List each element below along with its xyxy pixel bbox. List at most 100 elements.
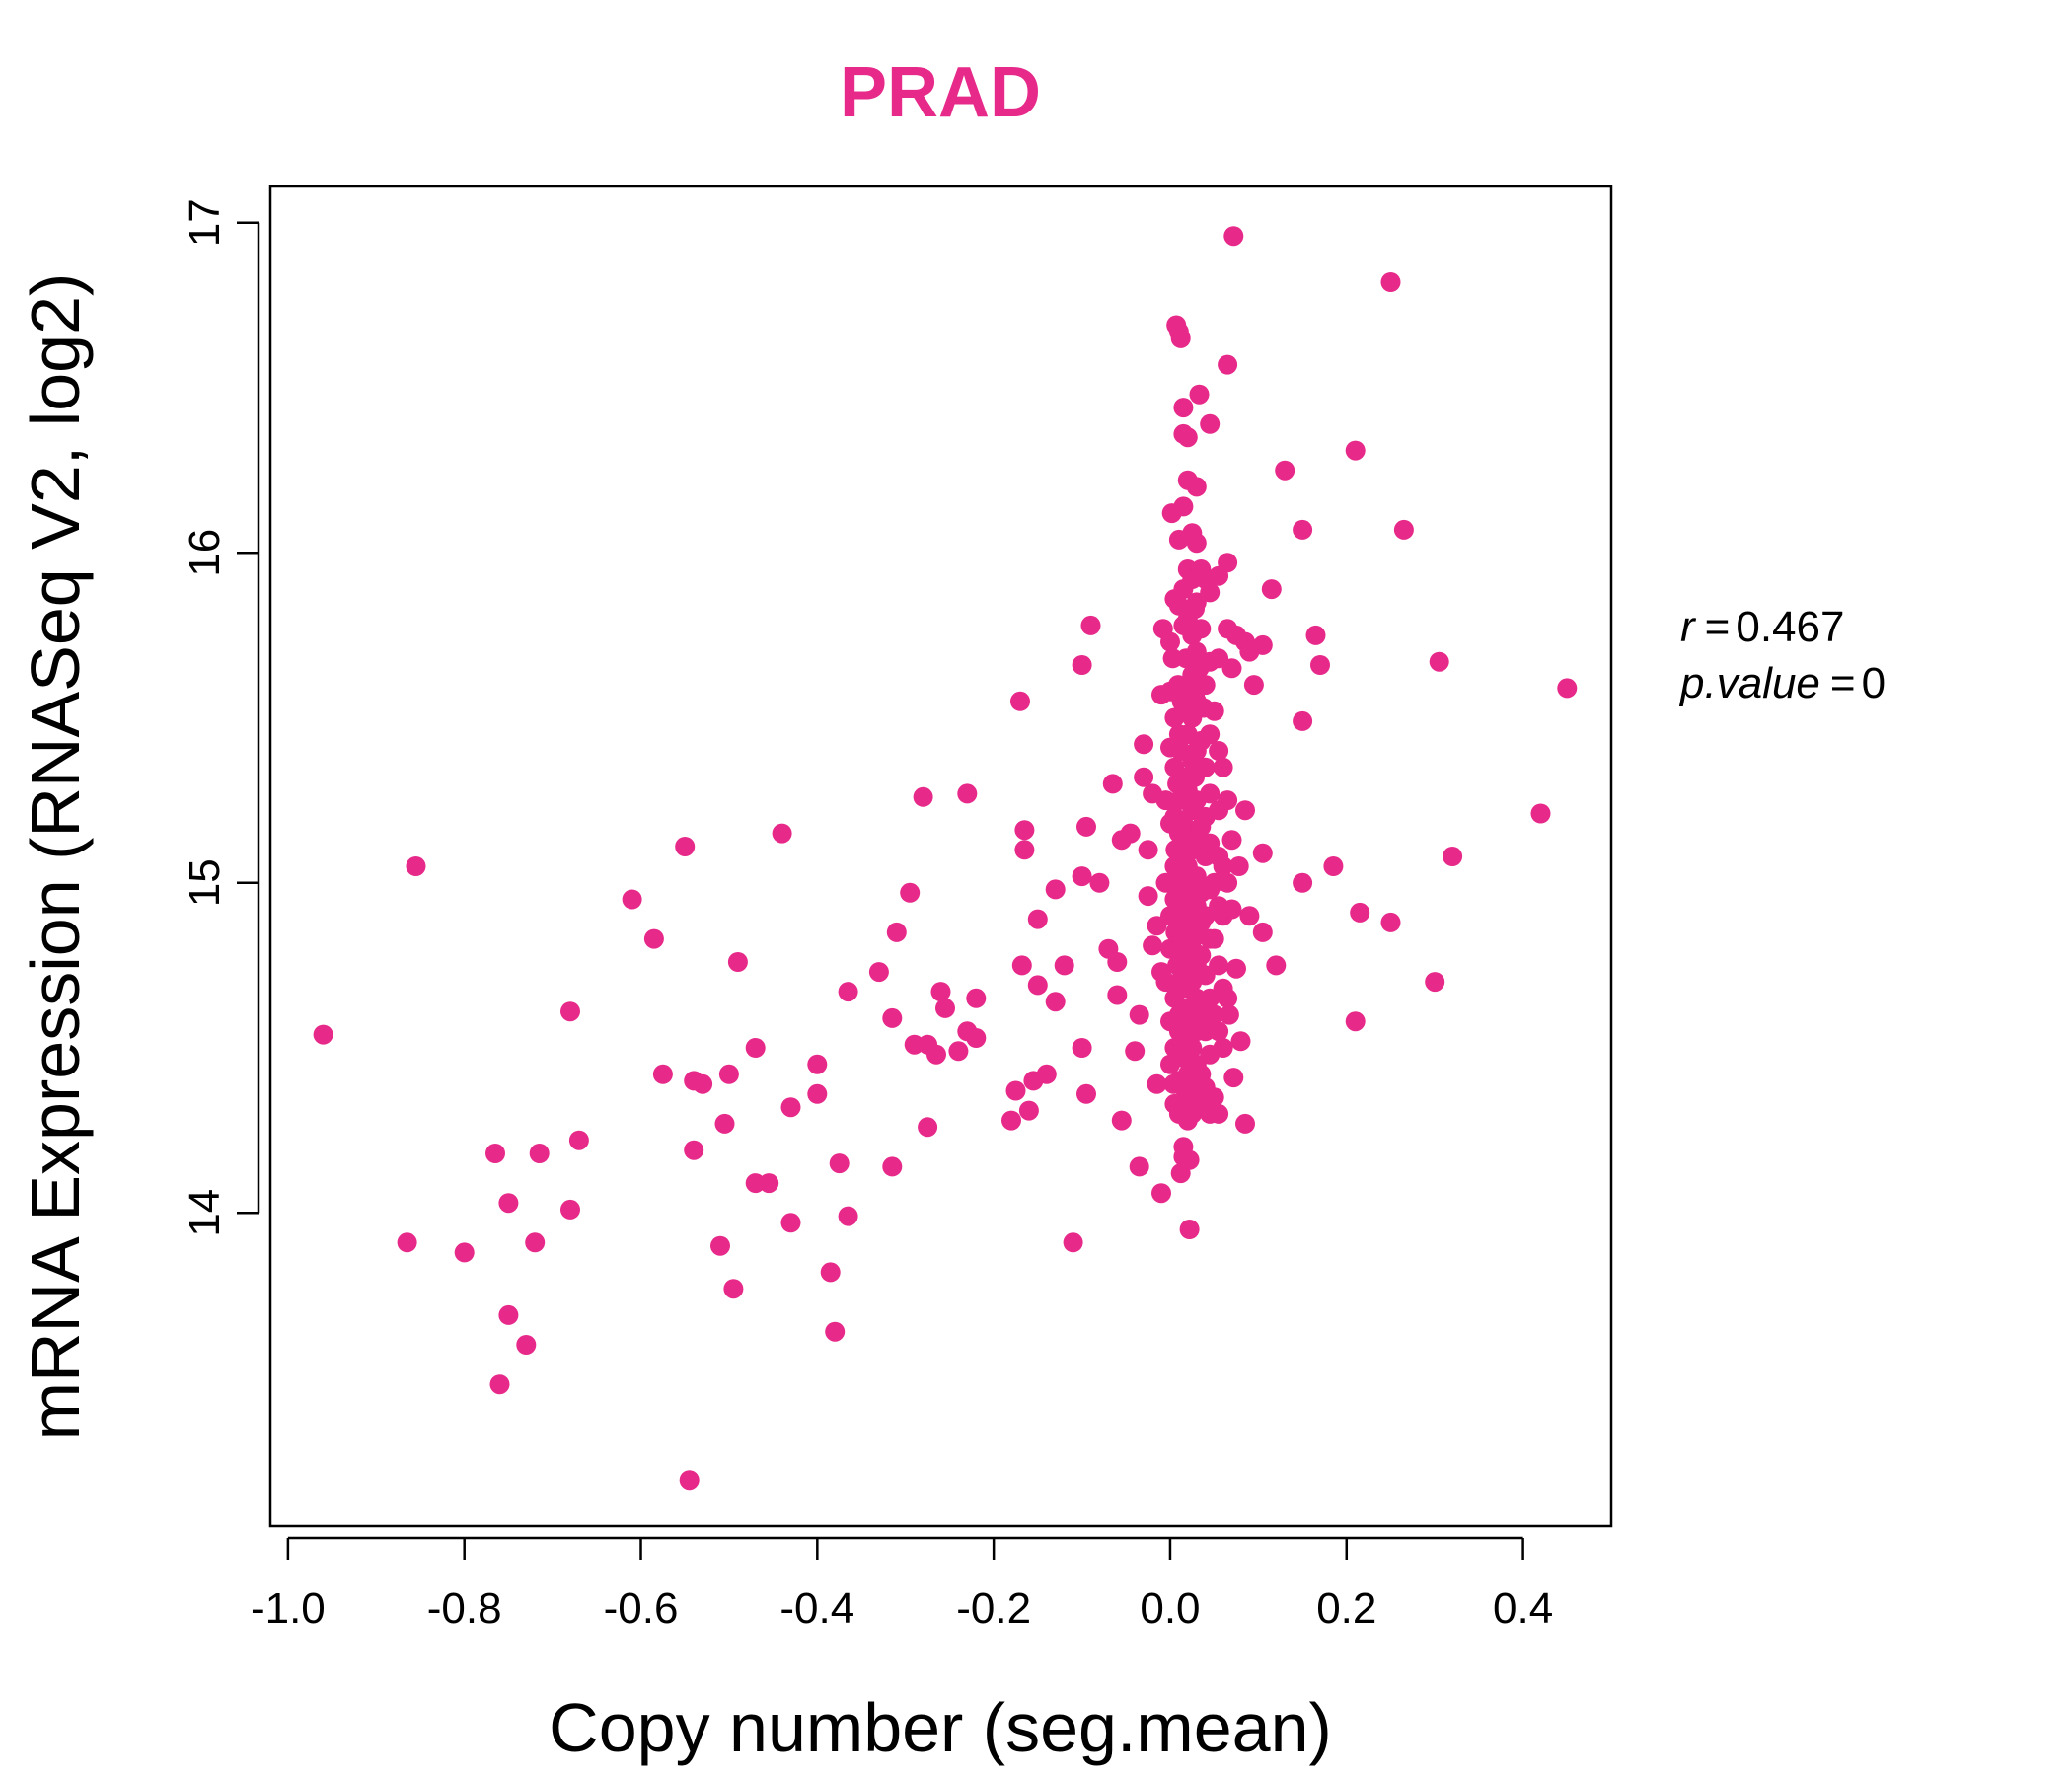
data-point (1134, 734, 1154, 755)
data-point (1005, 1080, 1026, 1101)
data-point (718, 1064, 739, 1084)
data-point (1209, 955, 1229, 976)
data-point (1213, 856, 1233, 876)
data-point (1076, 1083, 1096, 1104)
data-point (882, 1007, 903, 1028)
correlation-stats: r = 0.467 p.value = 0 (1678, 603, 1886, 707)
data-point (1293, 710, 1313, 731)
p-value-stat: p.value = 0 (1678, 659, 1886, 707)
data-point (1200, 724, 1221, 745)
data-point (913, 786, 933, 807)
data-point (1218, 790, 1238, 811)
data-point (882, 1156, 903, 1177)
data-point (1305, 625, 1326, 645)
data-point (1102, 774, 1123, 794)
data-point (1345, 440, 1366, 461)
data-point (1209, 1103, 1229, 1124)
data-point (1261, 579, 1282, 600)
data-point (529, 1144, 550, 1163)
data-point (838, 1206, 858, 1226)
chart-title: PRAD (840, 53, 1041, 132)
data-point (723, 1279, 744, 1299)
x-tick-label: 0.0 (1140, 1585, 1200, 1633)
r-stat-label: r (1680, 603, 1697, 651)
data-point (1151, 1183, 1171, 1204)
data-point (1293, 519, 1313, 540)
data-point (1014, 840, 1035, 860)
data-point (652, 1064, 673, 1084)
data-points (313, 226, 1578, 1491)
data-point (1129, 1156, 1149, 1177)
data-point (1221, 830, 1242, 851)
data-point (1239, 906, 1260, 926)
data-point (1380, 912, 1401, 932)
data-point (525, 1232, 546, 1253)
plot-area (268, 185, 1613, 1528)
data-point (684, 1140, 704, 1160)
y-axis-title: mRNA Expression (RNASeq V2, log2) (17, 273, 94, 1441)
data-point (1072, 866, 1092, 887)
data-point (966, 1028, 987, 1048)
data-point (1204, 928, 1224, 949)
data-point (780, 1097, 801, 1118)
data-point (1218, 354, 1238, 375)
data-point (675, 837, 696, 856)
data-point (1200, 413, 1221, 434)
data-point (1177, 427, 1198, 448)
data-point (1027, 975, 1048, 996)
x-tick-label: -1.0 (251, 1585, 326, 1633)
data-point (1186, 866, 1207, 887)
x-tick-label: -0.6 (604, 1585, 679, 1633)
p-value-value: 0 (1862, 659, 1886, 707)
data-point (1226, 958, 1246, 979)
data-point (1129, 1004, 1149, 1025)
y-axis: 14 15 16 17 (181, 198, 260, 1237)
data-point (1173, 496, 1194, 517)
data-point (1380, 272, 1401, 292)
data-point (485, 1144, 505, 1163)
data-point (397, 1232, 417, 1253)
data-point (1213, 757, 1233, 777)
data-point (714, 1113, 735, 1134)
data-point (1173, 398, 1194, 418)
y-tick-label: 16 (181, 529, 229, 577)
data-point (820, 1262, 841, 1283)
data-point (1200, 783, 1221, 804)
data-point (1111, 1110, 1132, 1131)
data-point (1221, 658, 1242, 679)
data-point (772, 823, 792, 844)
data-point (679, 1470, 700, 1491)
data-point (1266, 955, 1287, 976)
data-point (1223, 1068, 1244, 1088)
data-point (1221, 899, 1242, 920)
data-point (1209, 1021, 1229, 1042)
data-point (1045, 879, 1066, 900)
data-point (498, 1304, 519, 1325)
data-point (1230, 1031, 1251, 1052)
data-point (1293, 872, 1313, 893)
data-point (313, 1024, 333, 1045)
data-point (710, 1235, 730, 1256)
data-point (1076, 816, 1096, 837)
data-point (727, 952, 748, 972)
data-point (560, 1001, 580, 1022)
data-point (1252, 922, 1273, 942)
data-point (1218, 872, 1238, 893)
data-point (1089, 872, 1110, 893)
x-tick-label: -0.4 (779, 1585, 854, 1633)
data-point (1219, 1004, 1239, 1025)
data-point (1429, 651, 1449, 672)
data-point (1252, 634, 1273, 655)
data-point (1138, 840, 1158, 860)
data-point (489, 1374, 510, 1395)
data-point (1010, 691, 1030, 711)
data-point (1243, 675, 1264, 696)
r-stat: r = 0.467 (1680, 603, 1844, 651)
r-stat-value: 0.467 (1736, 603, 1844, 651)
y-tick-label: 15 (181, 858, 229, 907)
data-point (807, 1054, 828, 1074)
data-point (745, 1038, 766, 1058)
data-point (1393, 519, 1414, 540)
data-point (1310, 655, 1330, 675)
data-point (780, 1213, 801, 1233)
